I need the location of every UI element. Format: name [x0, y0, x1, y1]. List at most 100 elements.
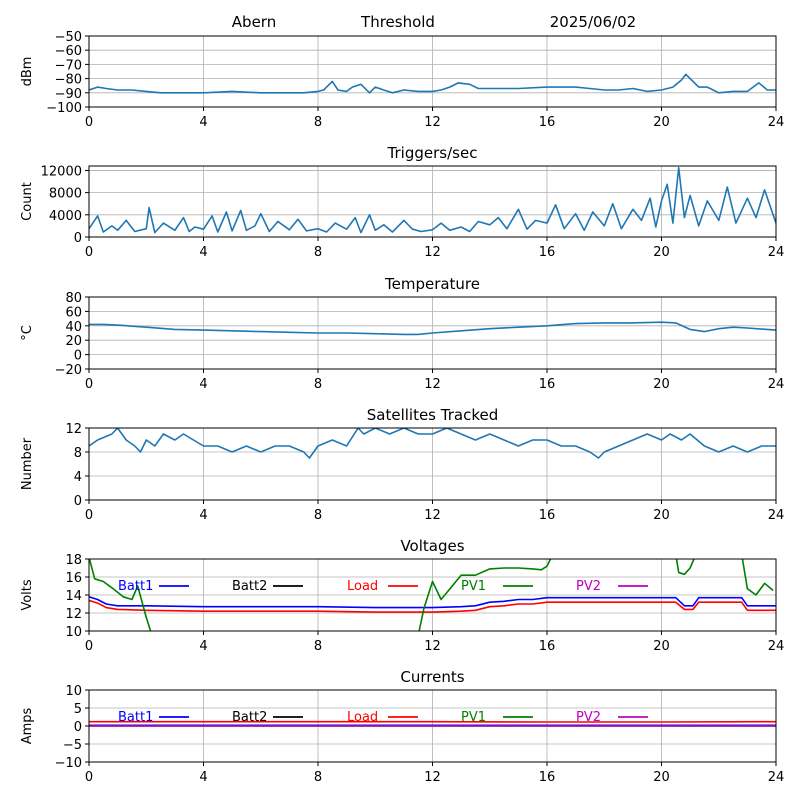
plot-frame	[88, 558, 777, 632]
y-tick-label: 0	[74, 231, 82, 246]
x-tick-label: 20	[653, 770, 670, 785]
x-tick-label: 12	[424, 770, 441, 785]
y-tick-label: 8000	[49, 187, 82, 202]
x-tick-label: 16	[539, 115, 556, 130]
series-line	[89, 428, 776, 459]
series-line	[89, 321, 776, 336]
chart-panel-threshold: 0 4 8 12 16 20 24 −100−90−80−70−60−50 dBm	[20, 30, 784, 130]
y-axis-label: Amps	[20, 707, 35, 744]
x-tick-label: 4	[199, 115, 207, 130]
y-tick-label: −20	[55, 363, 82, 378]
x-tick-label: 24	[768, 115, 785, 130]
y-tick-label: −60	[55, 44, 82, 59]
y-tick-label: −5	[63, 738, 82, 753]
x-tick-label: 12	[424, 639, 441, 654]
y-axis-label: Volts	[20, 579, 35, 611]
y-tick-label: −10	[55, 756, 82, 771]
x-tick-label: 24	[768, 377, 785, 392]
plot-area	[89, 428, 776, 459]
x-tick-label: 8	[314, 115, 322, 130]
y-tick-label: 20	[65, 334, 82, 349]
y-tick-label: 0	[74, 349, 82, 364]
y-axis-label: Number	[20, 437, 35, 490]
x-tick-label: 12	[424, 115, 441, 130]
chart-panel-triggers: 0 4 8 12 16 20 24 0 4000 8000 12000 Triggers/sec Cou…	[20, 144, 784, 260]
x-tick-label: 12	[424, 508, 441, 523]
chart-title: Currents	[400, 668, 464, 686]
legend-label: Load	[347, 710, 378, 725]
legend-label: PV2	[576, 579, 601, 594]
x-tick-label: 24	[768, 639, 785, 654]
x-tick-label: 20	[653, 377, 670, 392]
y-axis-label: dBm	[20, 57, 35, 87]
y-tick-label: 4	[74, 470, 82, 485]
x-tick-label: 24	[768, 245, 785, 260]
chart-panel-currents: 0 4 8 12 16 20 24 −10 −5 0 5 10 Currents Amps Batt1 Bat…	[20, 668, 784, 785]
series-line	[89, 73, 776, 94]
x-tick-label: 20	[653, 245, 670, 260]
plot-area	[89, 73, 776, 94]
y-tick-label: 0	[74, 494, 82, 509]
chart-title: Voltages	[400, 537, 464, 555]
y-tick-label: −70	[55, 58, 82, 73]
legend-label: Load	[347, 579, 378, 594]
x-tick-label: 12	[424, 377, 441, 392]
chart-panel-satellites: 0 4 8 12 16 20 24 0 4 8 12 Satellites Tracked Number	[20, 406, 784, 523]
y-tick-label: −100	[46, 101, 82, 116]
x-tick-label: 8	[314, 639, 322, 654]
series-line	[89, 166, 776, 234]
x-tick-label: 4	[199, 639, 207, 654]
x-tick-label: 4	[199, 245, 207, 260]
x-tick-label: 0	[85, 377, 93, 392]
y-tick-label: 8	[74, 446, 82, 461]
plot-frame	[88, 296, 777, 370]
y-axis-label: °C	[20, 325, 35, 341]
chart-title: Satellites Tracked	[367, 406, 498, 424]
x-tick-label: 16	[539, 508, 556, 523]
x-tick-label: 16	[539, 770, 556, 785]
header-station: Abern	[232, 13, 276, 31]
y-tick-label: 80	[65, 291, 82, 306]
y-tick-label: 14	[65, 589, 82, 604]
y-tick-label: 12000	[41, 164, 82, 179]
x-tick-label: 8	[314, 377, 322, 392]
x-tick-label: 0	[85, 639, 93, 654]
y-tick-label: 18	[65, 553, 82, 568]
x-tick-label: 20	[653, 115, 670, 130]
chart-title: Triggers/sec	[387, 144, 478, 162]
x-tick-label: 16	[539, 377, 556, 392]
legend-label: Batt1	[118, 579, 153, 594]
series-line-batt1	[89, 596, 776, 609]
x-tick-label: 20	[653, 639, 670, 654]
plot-frame	[88, 165, 777, 238]
legend-label: PV2	[576, 710, 601, 725]
plot-frame	[88, 35, 777, 108]
legend-label: Batt2	[232, 710, 267, 725]
y-tick-label: 16	[65, 571, 82, 586]
plot-area	[89, 321, 776, 336]
series-line-load	[89, 599, 776, 613]
legend-label: PV1	[461, 710, 486, 725]
x-tick-label: 24	[768, 770, 785, 785]
y-axis-label: Count	[20, 182, 35, 221]
y-tick-label: 60	[65, 305, 82, 320]
x-tick-label: 16	[539, 245, 556, 260]
legend-label: PV1	[461, 579, 486, 594]
x-tick-label: 4	[199, 770, 207, 785]
legend-label: Batt2	[232, 579, 267, 594]
x-tick-label: 8	[314, 770, 322, 785]
y-tick-label: 10	[65, 684, 82, 699]
chart-panel-voltages: 0 4 8 12 16 20 24 10 12 14 16 18 Voltages Volts Batt1 B…	[20, 537, 784, 654]
y-tick-label: 12	[65, 607, 82, 622]
legend-label: Batt1	[118, 710, 153, 725]
x-tick-label: 0	[85, 115, 93, 130]
plot-area	[89, 720, 776, 727]
y-tick-label: 0	[74, 720, 82, 735]
series-line-pv1	[89, 559, 774, 631]
y-tick-label: −80	[55, 73, 82, 88]
x-tick-label: 8	[314, 508, 322, 523]
x-tick-label: 20	[653, 508, 670, 523]
header-date: 2025/06/02	[550, 13, 636, 31]
